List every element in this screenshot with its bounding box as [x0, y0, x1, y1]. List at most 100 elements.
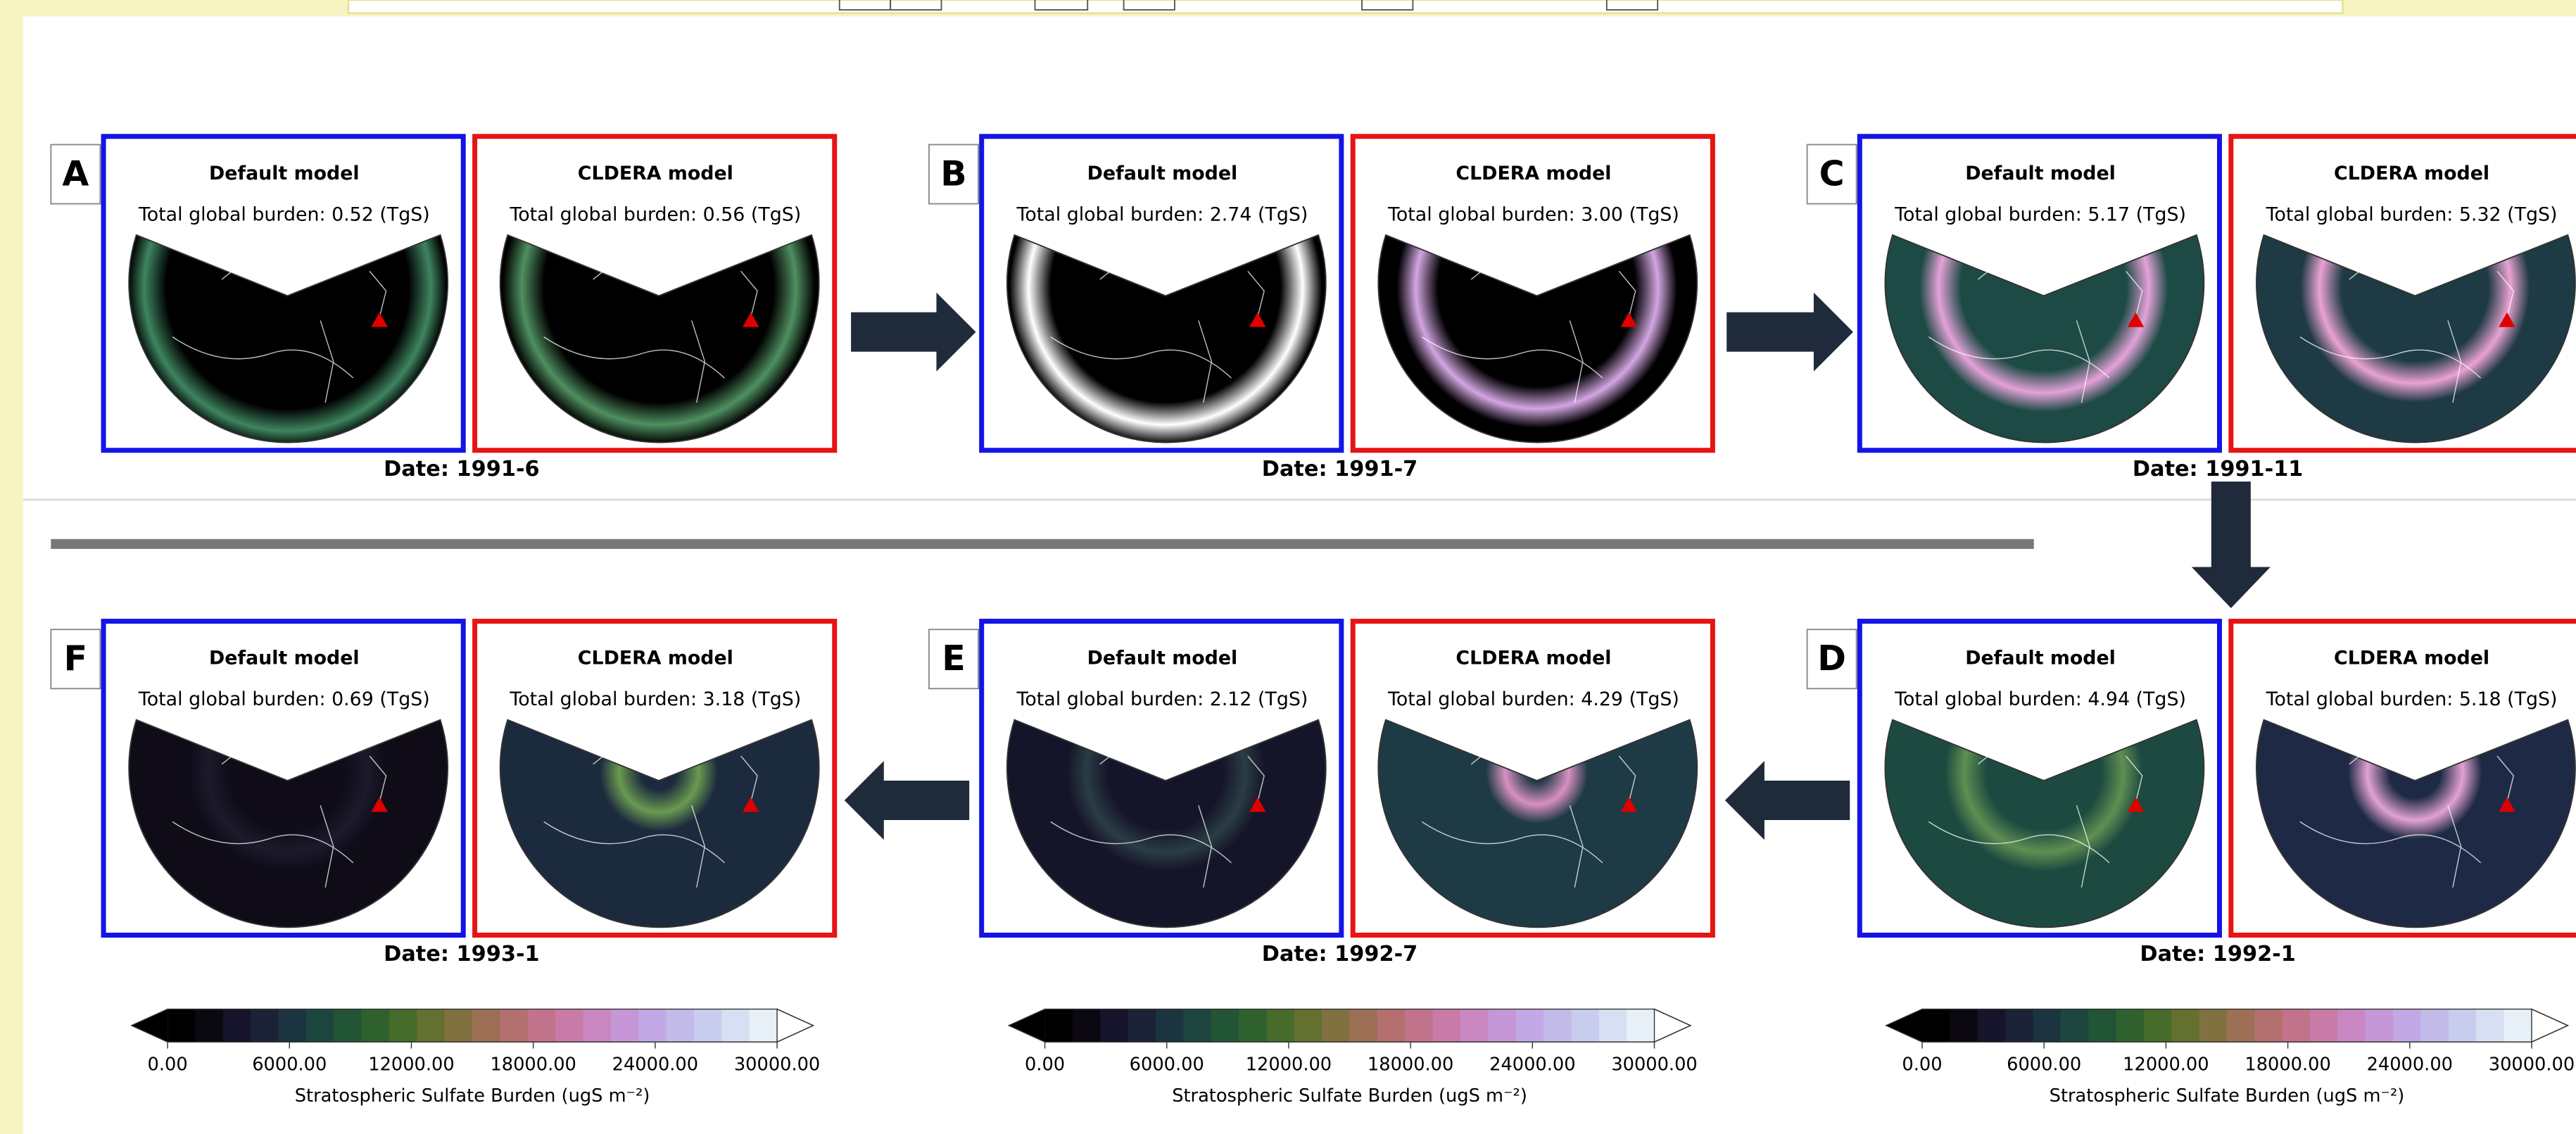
burden-text: Total global burden: 3.18 (TgS) [509, 688, 801, 710]
burden-text: Total global burden: 0.56 (TgS) [509, 203, 801, 225]
colorbar-segment [2504, 1009, 2532, 1042]
subpanel-title: CLDERA model [2334, 163, 2489, 184]
colorbar-tick-label: 24000.00 [612, 1054, 698, 1075]
subpanel-title: CLDERA model [578, 648, 733, 669]
colorbar-segment [2088, 1009, 2116, 1042]
burden-text: Total global burden: 0.52 (TgS) [138, 203, 430, 225]
burden-text: Total global burden: 5.32 (TgS) [2266, 203, 2558, 225]
colorbar-segment [1294, 1009, 1322, 1042]
burden-text: Total global burden: 4.29 (TgS) [1387, 688, 1679, 710]
colorbar-extend-high [777, 1009, 813, 1042]
colorbar-extend-low [1009, 1009, 1044, 1042]
date-label: Date: 1991-11 [2133, 457, 2304, 481]
figure: A Default model Total global burden: 0.52 … [0, 0, 2576, 1134]
panel-letter: A [62, 153, 89, 194]
colorbar-tick-label: 0.00 [1902, 1054, 1942, 1075]
colorbar-segment [667, 1009, 695, 1042]
divider-bar [51, 539, 2033, 549]
colorbar-segment [2476, 1009, 2504, 1042]
subpanel-title: CLDERA model [1456, 648, 1611, 669]
colorbar-tick-label: 6000.00 [1130, 1054, 1204, 1075]
date-label: Date: 1992-1 [2140, 942, 2295, 966]
colorbar-segment [1571, 1009, 1599, 1042]
colorbar-segment [2366, 1009, 2394, 1042]
colorbar-segment [583, 1009, 612, 1042]
colorbar-segment [1266, 1009, 1294, 1042]
colorbar-segment [2144, 1009, 2172, 1042]
page: {"panels": [ {"letter": "A", "date": "Da… [0, 0, 2576, 1134]
colorbar-tick-label: 0.00 [1025, 1054, 1065, 1075]
colorbar-segment [389, 1009, 417, 1042]
colorbar-segment [1239, 1009, 1267, 1042]
colorbar-segment [1156, 1009, 1184, 1042]
colorbar-segment [500, 1009, 528, 1042]
colorbar-segment [1516, 1009, 1544, 1042]
colorbar-segment [1405, 1009, 1433, 1042]
colorbar-segment [417, 1009, 445, 1042]
side-strip [0, 0, 23, 1134]
colorbar-extend-high [1655, 1009, 1691, 1042]
colorbar-segment [306, 1009, 334, 1042]
colorbar-segment [1211, 1009, 1239, 1042]
colorbar-segment [195, 1009, 223, 1042]
colorbar-tick-label: 24000.00 [1489, 1054, 1575, 1075]
colorbar-segment [2337, 1009, 2366, 1042]
colorbar-segment [2033, 1009, 2061, 1042]
colorbar-tick-label: 18000.00 [1368, 1054, 1453, 1075]
burden-text: Total global burden: 3.00 (TgS) [1387, 203, 1679, 225]
colorbar-segment [611, 1009, 639, 1042]
colorbar-tick-label: 30000.00 [1611, 1054, 1697, 1075]
colorbar-label: Stratospheric Sulfate Burden (ugS m⁻²) [1172, 1085, 1527, 1107]
colorbar-segment [1350, 1009, 1378, 1042]
subpanel-title: Default model [209, 648, 360, 669]
colorbar-segment [721, 1009, 750, 1042]
colorbar-label: Stratospheric Sulfate Burden (ugS m⁻²) [2050, 1085, 2405, 1107]
colorbar-segment [750, 1009, 778, 1042]
colorbar-segment [1950, 1009, 1978, 1042]
panel-letter: B [940, 153, 966, 194]
colorbar-segment [1322, 1009, 1350, 1042]
colorbar-segment [1488, 1009, 1516, 1042]
colorbar-segment [1128, 1009, 1156, 1042]
colorbar-segment [2199, 1009, 2228, 1042]
subpanel-title: Default model [1087, 648, 1238, 669]
colorbar-extend-low [132, 1009, 168, 1042]
colorbar-tick-label: 12000.00 [1246, 1054, 1332, 1075]
panel-letter: E [942, 638, 965, 679]
subpanel-title: CLDERA model [2334, 648, 2489, 669]
colorbar-segment [1543, 1009, 1572, 1042]
colorbar-label: Stratospheric Sulfate Burden (ugS m⁻²) [295, 1085, 650, 1107]
colorbar-segment [445, 1009, 473, 1042]
colorbar-segment [1599, 1009, 1627, 1042]
colorbar-extend-low [1886, 1009, 1922, 1042]
colorbar-segment [168, 1009, 196, 1042]
colorbar-segment [1183, 1009, 1211, 1042]
colorbar-segment [362, 1009, 390, 1042]
colorbar-segment [472, 1009, 500, 1042]
colorbar-segment [2421, 1009, 2449, 1042]
colorbar-segment [279, 1009, 307, 1042]
colorbar-segment [2227, 1009, 2255, 1042]
panel-letter: C [1819, 153, 1845, 194]
colorbar-segment [2283, 1009, 2311, 1042]
colorbar-segment [2254, 1009, 2283, 1042]
colorbar-segment [251, 1009, 279, 1042]
colorbar-segment [1978, 1009, 2006, 1042]
panel-letter: D [1817, 638, 1846, 679]
colorbar-tick-label: 30000.00 [2489, 1054, 2575, 1075]
colorbar-segment [223, 1009, 251, 1042]
burden-text: Total global burden: 5.18 (TgS) [2266, 688, 2558, 710]
colorbar-segment [334, 1009, 362, 1042]
colorbar-segment [2449, 1009, 2477, 1042]
colorbar-segment [2005, 1009, 2033, 1042]
colorbar-tick-label: 30000.00 [734, 1054, 820, 1075]
date-label: Date: 1991-6 [384, 457, 539, 481]
colorbar-segment [1045, 1009, 1073, 1042]
colorbar-tick-label: 0.00 [148, 1054, 188, 1075]
colorbar-segment [2310, 1009, 2338, 1042]
subpanel-title: CLDERA model [578, 163, 733, 184]
colorbar-segment [2116, 1009, 2145, 1042]
subpanel-title: Default model [1087, 163, 1238, 184]
burden-text: Total global burden: 5.17 (TgS) [1894, 203, 2186, 225]
colorbar-segment [1100, 1009, 1128, 1042]
